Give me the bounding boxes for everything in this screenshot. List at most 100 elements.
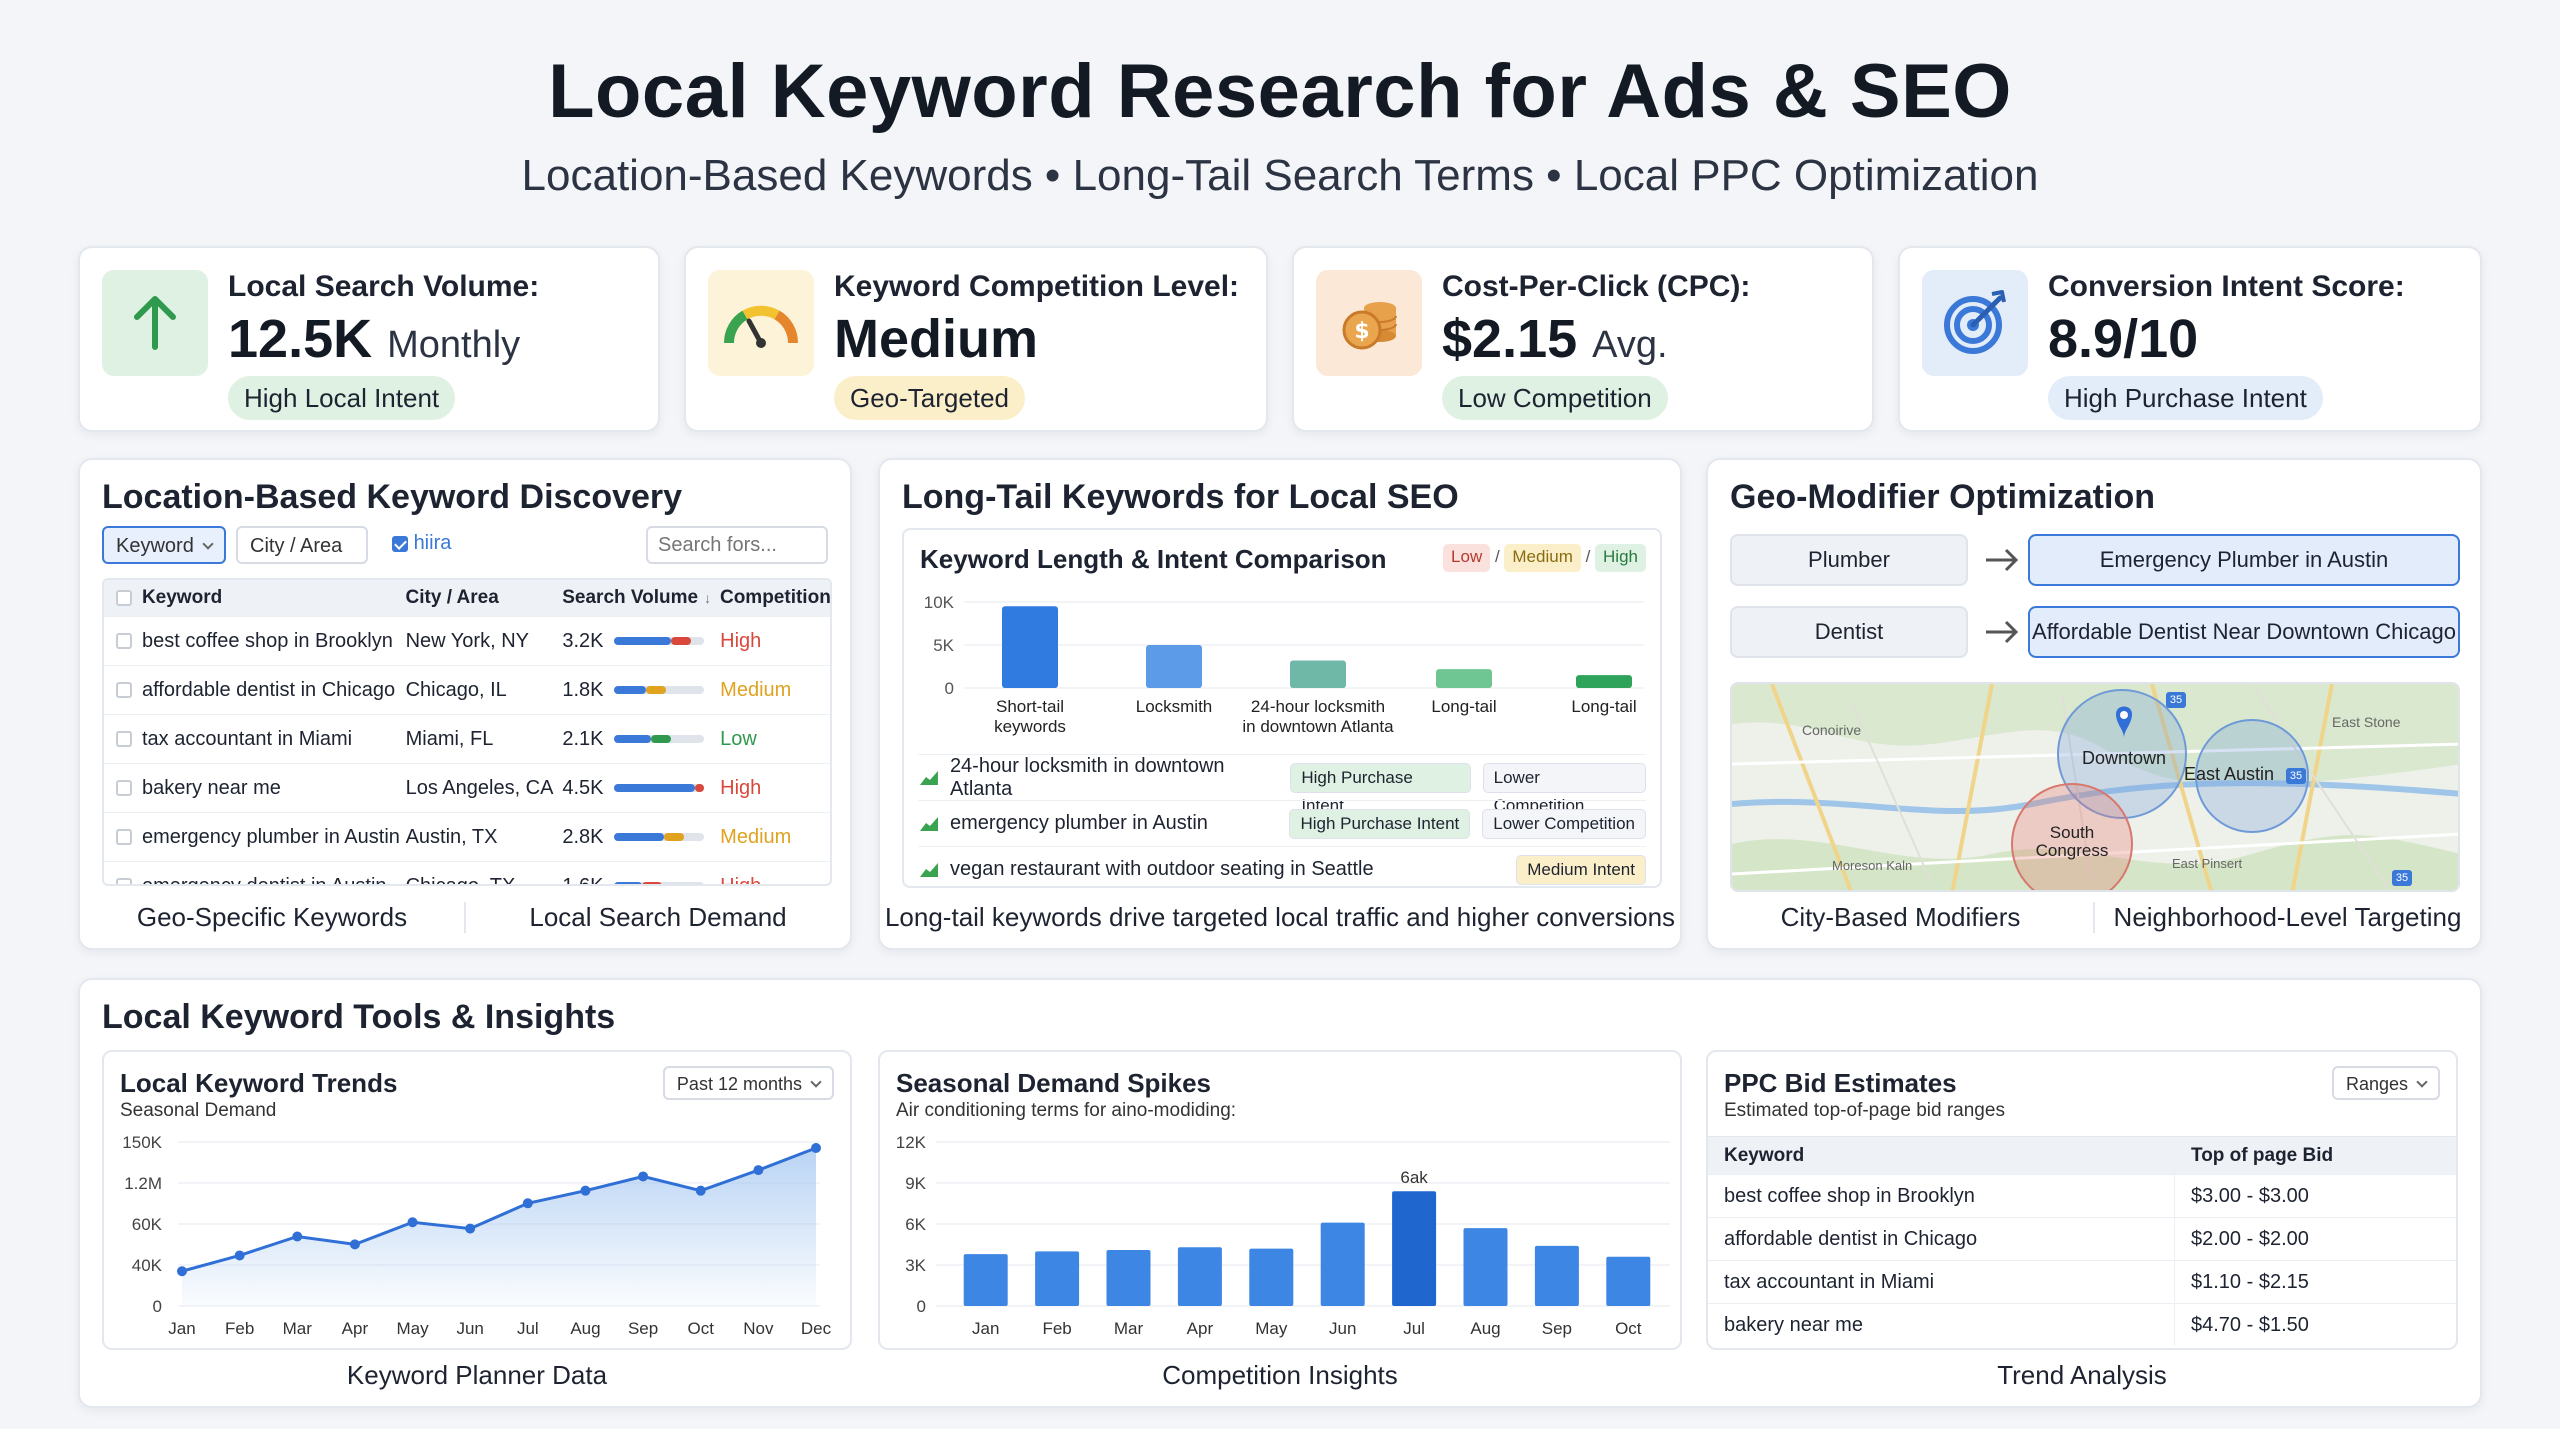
bar [1534,1245,1579,1306]
longtail-row[interactable]: emergency plumber in Austin High Purchase… [918,800,1646,846]
data-point [465,1223,476,1234]
table-row[interactable]: emergency plumber in Austin Austin, TX 2… [104,812,830,861]
svg-text:$: $ [1354,319,1369,344]
kpi-value: 12.5K Monthly [228,309,521,369]
kpi-card-conversion: Conversion Intent Score: 8.9/10 High Pur… [1898,246,2482,432]
volume-bar [613,637,704,645]
geo-map[interactable]: Downtown East Austin South Congress Cono… [1730,682,2460,892]
kpi-value: Medium [834,309,1039,369]
table-row[interactable]: affordable dentist in Chicago Chicago, I… [104,665,830,714]
search-input[interactable] [646,526,828,564]
geo-base-plumber[interactable]: Plumber [1730,534,1968,586]
row-checkbox[interactable] [116,633,132,650]
x-tick-label: Short-tail keywords [994,697,1066,736]
gauge-icon [708,270,814,376]
kpi-card-cpc: $ Cost-Per-Click (CPC): $2.15 Avg. Low C… [1292,246,1874,432]
cell-bid: $1.10 - $2.15 [2174,1261,2309,1303]
volume-bar [613,686,704,694]
column-header[interactable]: Competition [719,587,831,608]
geo-base-dentist[interactable]: Dentist [1730,606,1968,658]
longtail-row[interactable]: 24-hour locksmith in downtown Atlanta Hig… [918,754,1646,815]
data-point [811,1143,821,1153]
bar [1463,1228,1508,1306]
table-row[interactable]: bakery near me $4.70 - $1.50 [1708,1303,2456,1346]
chevron-down-icon [202,538,214,550]
filter-bar: Keyword City / Area hiira [102,526,828,586]
legend-low: Low [1443,544,1491,572]
highway-badge: 35 [2395,872,2409,884]
cell-volume: 2.8K [562,825,604,848]
cell-city: Miami, FL [405,727,494,750]
period-dropdown[interactable]: Past 12 months [662,1066,834,1100]
city-filter-dropdown[interactable]: City / Area [236,526,368,586]
column-header[interactable]: Search Volume ↓ [562,587,712,608]
highway-badge: 35 [2169,694,2183,706]
cell-volume: 1.8K [562,678,604,701]
table-row[interactable]: emergency dentist in Austin Chicago, TX … [104,861,830,884]
kpi-label: Cost-Per-Click (CPC): [1442,270,1751,303]
x-tick-label: Mar [283,1319,313,1338]
x-tick-label: Nov [743,1319,774,1338]
y-tick-label: 10K [924,593,955,612]
x-tick-label: Sep [1542,1319,1572,1338]
map-label-south-congress: South Congress [2035,823,2109,860]
table-row[interactable]: best coffee shop in Brooklyn $3.00 - $3.… [1708,1174,2456,1217]
x-tick-label: Jan [972,1319,999,1338]
row-checkbox[interactable] [116,829,132,846]
card-title: Seasonal Demand Spikes [896,1068,1212,1098]
x-tick-label: Dec [801,1319,832,1338]
data-point [177,1266,187,1277]
table-row[interactable]: affordable dentist in Chicago $2.00 - $2… [1708,1217,2456,1260]
card-subtitle: Estimated top-of-page bid ranges [1724,1100,2005,1121]
table-row[interactable]: bakery near me Los Angeles, CA 4.5K High [104,763,830,812]
row-checkbox[interactable] [116,780,132,797]
longtail-panel: Long-Tail Keywords for Local SEO Keyword… [878,458,1682,950]
trends-card: Local Keyword Trends Seasonal Demand Pas… [102,1050,852,1350]
map-label: East Pinsert [2172,856,2243,871]
card-subtitle: Seasonal Demand [120,1100,277,1121]
intent-tag: High Purchase Intent [1289,808,1471,839]
ppc-table: Keyword Top of page Bid best coffee shop… [1708,1136,2456,1346]
filter-checkbox[interactable]: hiira [392,532,451,555]
x-tick-label: Jun [456,1319,483,1338]
arrow-right-icon [1982,618,2022,651]
column-header[interactable]: Keyword [141,587,223,608]
geo-modified-plumber[interactable]: Emergency Plumber in Austin [2028,534,2460,586]
section-title: Geo-Modifier Optimization [1730,478,2155,516]
intent-tag: High Purchase Intent [1290,762,1471,815]
column-header[interactable]: City / Area [405,587,499,608]
geo-modified-dentist[interactable]: Affordable Dentist Near Downtown Chicago [2028,606,2460,658]
bar [1146,645,1202,688]
x-tick-label: Oct [1615,1319,1642,1338]
bar [1002,606,1058,688]
chevron-down-icon [2416,1076,2428,1088]
row-checkbox[interactable] [116,878,132,884]
cell-keyword: affordable dentist in Chicago [141,678,396,701]
bar [1290,660,1346,688]
kpi-label: Conversion Intent Score: [2048,270,2405,303]
keyword-filter-dropdown[interactable]: Keyword [102,526,226,564]
x-tick-label: Long-tail [1571,697,1636,716]
select-all-checkbox[interactable] [116,589,132,606]
page-subtitle: Location-Based Keywords • Long-Tail Sear… [521,151,2039,200]
ranges-dropdown[interactable]: Ranges [2331,1066,2440,1100]
table-row[interactable]: best coffee shop in Brooklyn New York, N… [104,616,830,665]
data-point [407,1217,418,1228]
cell-volume: 3.2K [562,629,604,652]
x-tick-label: Jan [168,1319,195,1338]
bar [1436,669,1492,688]
map-label-east-austin: East Austin [2184,764,2275,784]
cell-bid: $3.00 - $3.00 [2174,1175,2309,1217]
volume-bar [613,833,704,841]
row-checkbox[interactable] [116,682,132,699]
target-icon [1922,270,2028,376]
map-label: Moreson Kaln [1832,858,1913,873]
column-header: Top of page Bid [2174,1137,2333,1174]
table-row[interactable]: tax accountant in Miami $1.10 - $2.15 [1708,1260,2456,1303]
table-row[interactable]: tax accountant in Miami Miami, FL 2.1K L… [104,714,830,763]
y-tick-label: 0 [917,1297,926,1316]
longtail-row[interactable]: vegan restaurant with outdoor seating in… [918,846,1646,892]
tools-footer-label: Competition Insights [1162,1360,1398,1390]
row-checkbox[interactable] [116,731,132,748]
map-label-downtown: Downtown [2082,748,2167,768]
